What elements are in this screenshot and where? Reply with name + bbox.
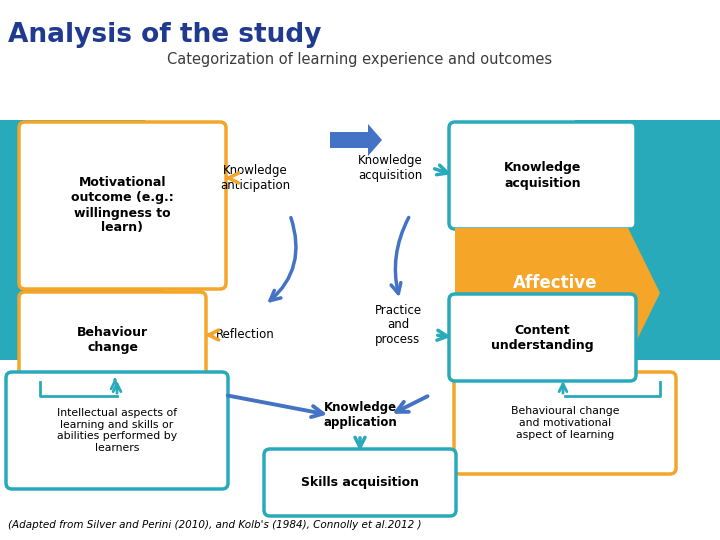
FancyBboxPatch shape bbox=[6, 372, 228, 489]
Text: Skills acquisition: Skills acquisition bbox=[301, 476, 419, 489]
Text: Categorization of learning experience and outcomes: Categorization of learning experience an… bbox=[168, 52, 552, 67]
Polygon shape bbox=[455, 228, 660, 358]
Text: Analysis of the study: Analysis of the study bbox=[8, 22, 322, 48]
Text: (Adapted from Silver and Perini (2010), and Kolb's (1984), Connolly et al.2012 ): (Adapted from Silver and Perini (2010), … bbox=[8, 520, 421, 530]
FancyBboxPatch shape bbox=[19, 292, 206, 389]
Text: Behaviour
change: Behaviour change bbox=[77, 327, 148, 354]
Text: y
learning: y learning bbox=[27, 274, 97, 306]
Text: Intellectual aspects of
learning and skills or
abilities performed by
learners: Intellectual aspects of learning and ski… bbox=[57, 408, 177, 453]
Text: Knowledge
acquisition: Knowledge acquisition bbox=[504, 161, 581, 190]
Text: Content
understanding: Content understanding bbox=[491, 323, 594, 352]
Polygon shape bbox=[0, 120, 175, 360]
FancyBboxPatch shape bbox=[19, 122, 226, 289]
Text: Behavioural change
and motivational
aspect of learning: Behavioural change and motivational aspe… bbox=[510, 407, 619, 440]
FancyBboxPatch shape bbox=[449, 294, 636, 381]
Polygon shape bbox=[330, 124, 382, 156]
Text: Motivational
outcome (e.g.:
willingness to
learn): Motivational outcome (e.g.: willingness … bbox=[71, 177, 174, 234]
Text: Knowledge
acquisition: Knowledge acquisition bbox=[358, 154, 423, 182]
Text: Practice
and
process: Practice and process bbox=[374, 303, 422, 347]
Polygon shape bbox=[545, 120, 720, 360]
Text: Knowledge
application: Knowledge application bbox=[323, 401, 397, 429]
Text: Affective
learning: Affective learning bbox=[513, 274, 598, 313]
FancyBboxPatch shape bbox=[449, 122, 636, 229]
FancyBboxPatch shape bbox=[264, 449, 456, 516]
Text: Reflection: Reflection bbox=[215, 328, 274, 341]
FancyBboxPatch shape bbox=[454, 372, 676, 474]
Text: Knowledge
anticipation: Knowledge anticipation bbox=[220, 164, 290, 192]
